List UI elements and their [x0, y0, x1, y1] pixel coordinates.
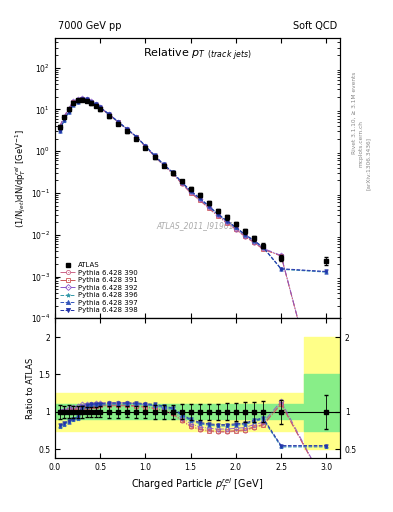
Y-axis label: Ratio to ATLAS: Ratio to ATLAS	[26, 358, 35, 419]
Text: mcplots.cern.ch: mcplots.cern.ch	[359, 120, 364, 167]
Text: Rivet 3.1.10, ≥ 3.1M events: Rivet 3.1.10, ≥ 3.1M events	[352, 72, 357, 154]
Text: Relative $p_T$ $_{(track\ jets)}$: Relative $p_T$ $_{(track\ jets)}$	[143, 47, 252, 63]
Legend: ATLAS, Pythia 6.428 390, Pythia 6.428 391, Pythia 6.428 392, Pythia 6.428 396, P: ATLAS, Pythia 6.428 390, Pythia 6.428 39…	[59, 261, 139, 315]
Text: [arXiv:1306.3436]: [arXiv:1306.3436]	[365, 137, 371, 190]
X-axis label: Charged Particle $p_T^{rel}$ [GeV]: Charged Particle $p_T^{rel}$ [GeV]	[131, 476, 264, 493]
Text: ATLAS_2011_I919017: ATLAS_2011_I919017	[156, 221, 239, 230]
Text: 7000 GeV pp: 7000 GeV pp	[58, 22, 121, 31]
Y-axis label: (1/N$_{jet}$)dN/dp$^{rel}_T$ [GeV$^{-1}$]: (1/N$_{jet}$)dN/dp$^{rel}_T$ [GeV$^{-1}$…	[13, 129, 28, 228]
Text: Soft QCD: Soft QCD	[293, 22, 337, 31]
